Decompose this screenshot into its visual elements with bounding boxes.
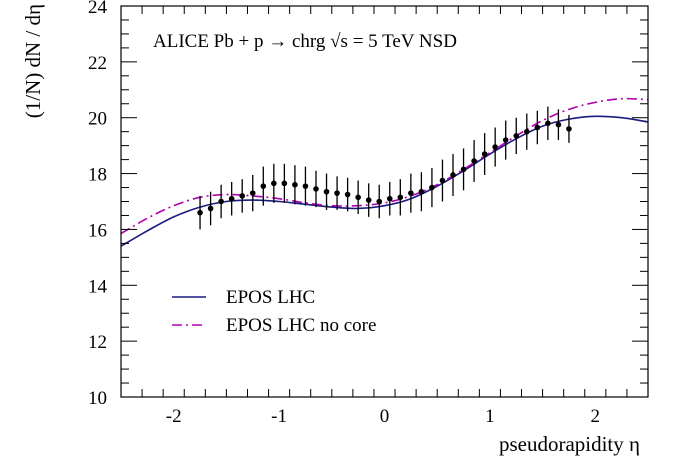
y-tick-label: 12 bbox=[88, 332, 107, 353]
data-point bbox=[545, 120, 551, 127]
x-tick-label: 2 bbox=[591, 406, 601, 427]
data-point bbox=[313, 186, 319, 192]
data-point bbox=[302, 183, 309, 189]
x-tick-label: 1 bbox=[485, 406, 495, 427]
data-point bbox=[523, 128, 530, 135]
data-point bbox=[344, 191, 351, 198]
curves-layer bbox=[121, 97, 648, 247]
series-line-2 bbox=[121, 97, 648, 235]
y-axis-title: (1/N) dN / dη bbox=[21, 4, 45, 118]
data-point bbox=[566, 126, 572, 132]
data-point bbox=[355, 194, 361, 201]
x-axis-title: pseudorapidity η bbox=[499, 432, 640, 456]
data-point bbox=[386, 195, 393, 202]
data-point bbox=[228, 195, 235, 202]
data-point bbox=[271, 180, 277, 187]
y-tick-label: 20 bbox=[88, 109, 107, 130]
data-point bbox=[281, 180, 288, 187]
data-point bbox=[365, 197, 372, 203]
data-point bbox=[249, 190, 256, 196]
data-point bbox=[555, 121, 562, 128]
series-line-1 bbox=[121, 115, 648, 247]
data-point bbox=[418, 188, 425, 195]
legend: EPOS LHC EPOS LHC no core bbox=[172, 287, 376, 336]
data-point bbox=[492, 144, 498, 150]
data-point bbox=[460, 166, 467, 173]
data-point bbox=[408, 190, 414, 196]
data-point bbox=[471, 158, 477, 164]
data-point bbox=[292, 181, 298, 188]
y-tick-label: 24 bbox=[88, 0, 108, 18]
data-point bbox=[439, 177, 446, 184]
legend-label: EPOS LHC no core bbox=[226, 315, 376, 336]
data-point bbox=[239, 193, 246, 199]
data-point bbox=[218, 198, 224, 205]
chart-annotation: ALICE Pb + p → chrg √s = 5 TeV NSD bbox=[153, 31, 457, 52]
data-point bbox=[481, 151, 488, 157]
x-tick-label: -2 bbox=[166, 406, 182, 427]
y-tick-label: 10 bbox=[88, 388, 107, 409]
data-point bbox=[323, 188, 330, 195]
data-point bbox=[207, 205, 214, 212]
y-tick-label: 18 bbox=[88, 165, 107, 186]
data-point bbox=[534, 124, 541, 131]
y-tick-label: 14 bbox=[88, 276, 108, 297]
y-tick-label: 16 bbox=[88, 220, 107, 241]
data-point bbox=[502, 137, 509, 143]
data-point bbox=[260, 183, 267, 189]
x-axis: -2 -1 0 1 2 bbox=[120, 6, 649, 427]
y-axis: 10 12 14 16 18 20 22 24 bbox=[88, 0, 648, 409]
data-points-layer bbox=[197, 106, 572, 230]
x-tick-label: -1 bbox=[271, 406, 287, 427]
x-tick-label: 0 bbox=[380, 406, 390, 427]
data-point bbox=[513, 133, 520, 139]
data-point bbox=[397, 194, 404, 201]
data-point bbox=[376, 198, 383, 205]
data-point bbox=[197, 209, 203, 216]
data-point bbox=[334, 190, 340, 196]
legend-label: EPOS LHC bbox=[226, 287, 315, 308]
data-point bbox=[450, 172, 456, 178]
y-tick-label: 22 bbox=[88, 53, 107, 74]
data-point bbox=[429, 184, 435, 191]
